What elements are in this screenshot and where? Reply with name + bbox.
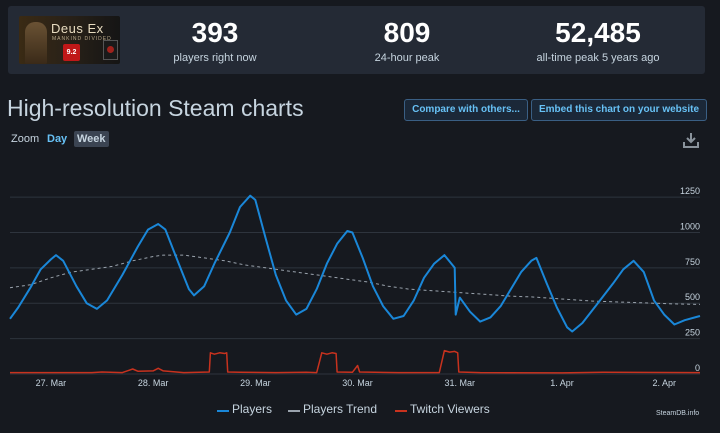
y-tick-label: 750	[685, 257, 700, 267]
zoom-label: Zoom	[11, 133, 40, 145]
stat-value: 52,485	[555, 17, 641, 48]
legend-players[interactable]: Players	[232, 402, 273, 416]
x-tick-label: 30. Mar	[342, 378, 373, 388]
character-art	[25, 22, 47, 64]
game-thumbnail[interactable]: Deus Ex MANKIND DIVIDED 9.2	[19, 16, 120, 64]
stat-all-time-peak: 52,485 all-time peak 5 years ago	[513, 16, 683, 64]
y-axis-ticks: 0 250 500 750 1000 1250	[680, 186, 700, 373]
series-lines	[9, 194, 701, 374]
legend-trend[interactable]: Players Trend	[303, 402, 378, 416]
legend-twitch[interactable]: Twitch Viewers	[410, 402, 490, 416]
stat-24h-peak: 809 24-hour peak	[322, 16, 492, 64]
stats-bar: Deus Ex MANKIND DIVIDED 9.2 393 players …	[8, 6, 705, 74]
x-axis-ticks: 27. Mar 28. Mar 29. Mar 30. Mar 31. Mar 1. Ap…	[36, 378, 676, 388]
y-tick-label: 1000	[680, 221, 700, 231]
gridlines	[10, 196, 700, 375]
credit-text: SteamDB.info	[656, 410, 700, 417]
x-tick-label: 28. Mar	[138, 378, 169, 388]
legend-trend-swatch	[288, 410, 300, 412]
game-subtitle: MANKIND DIVIDED	[52, 36, 112, 42]
download-icon[interactable]	[682, 131, 700, 149]
zoom-week-button[interactable]: Week	[74, 131, 109, 147]
page-title: High-resolution Steam charts	[7, 95, 304, 121]
stat-label: all-time peak 5 years ago	[536, 52, 660, 64]
players-line	[9, 194, 701, 333]
stat-label: 24-hour peak	[374, 52, 440, 64]
twitch-viewers-line	[10, 349, 701, 374]
x-tick-label: 1. Apr	[550, 378, 574, 388]
y-tick-label: 250	[685, 328, 700, 338]
legend-twitch-swatch	[395, 410, 407, 412]
stat-value: 393	[191, 17, 239, 48]
y-tick-label: 0	[695, 363, 700, 373]
x-tick-label: 29. Mar	[240, 378, 271, 388]
zoom-day-button[interactable]: Day	[47, 133, 68, 145]
y-tick-label: 500	[685, 292, 700, 302]
stat-label: players right now	[173, 52, 257, 64]
rating-badge: 9.2	[63, 44, 80, 61]
x-tick-label: 31. Mar	[445, 378, 476, 388]
embed-button[interactable]: Embed this chart on your website	[531, 99, 707, 121]
stat-current-players: 393 players right now	[130, 16, 300, 64]
x-tick-label: 27. Mar	[36, 378, 67, 388]
stat-value: 809	[383, 17, 431, 48]
y-tick-label: 1250	[680, 186, 700, 196]
legend-players-swatch	[217, 410, 229, 412]
player-chart[interactable]: 0 250 500 750 1000 1250 27. Mar 28. Mar 29. Mar…	[0, 155, 720, 395]
compare-button[interactable]: Compare with others...	[404, 99, 528, 121]
players-trend-line	[9, 254, 701, 305]
game-title: Deus Ex	[51, 21, 104, 36]
x-tick-label: 2. Apr	[652, 378, 676, 388]
publisher-logo-icon	[103, 40, 118, 60]
